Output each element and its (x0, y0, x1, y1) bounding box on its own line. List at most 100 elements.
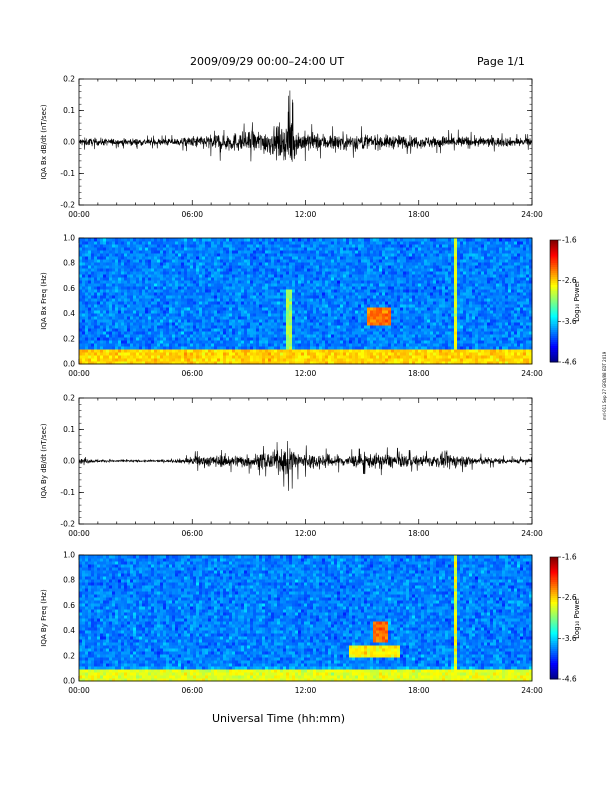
heatmap-cell (379, 340, 383, 344)
series-line (78, 90, 533, 162)
heatmap-cell (91, 268, 95, 272)
heatmap-cell (136, 271, 140, 275)
heatmap-cell (277, 316, 281, 320)
heatmap-cell (292, 346, 296, 350)
heatmap-cell (82, 277, 86, 281)
heatmap-cell (289, 340, 293, 344)
heatmap-cell (322, 304, 326, 308)
heatmap-cell (241, 301, 245, 305)
heatmap-cell (493, 340, 497, 344)
heatmap-cell (169, 316, 173, 320)
heatmap-cell (205, 310, 209, 314)
heatmap-cell (346, 301, 350, 305)
heatmap-cell (133, 295, 137, 299)
heatmap-cell (229, 292, 233, 296)
heatmap-cell (364, 319, 368, 323)
heatmap-cell (79, 271, 83, 275)
heatmap-cell (520, 274, 524, 278)
heatmap-cell (325, 298, 329, 302)
heatmap-cell (529, 346, 533, 350)
heatmap-cell (406, 346, 410, 350)
heatmap-cell (310, 310, 314, 314)
heatmap-cell (127, 304, 131, 308)
heatmap-cell (373, 337, 377, 341)
heatmap-cell (292, 337, 296, 341)
heatmap-cell (142, 280, 146, 284)
heatmap-cell (430, 352, 434, 356)
heatmap-cell (262, 274, 266, 278)
heatmap-cell (235, 280, 239, 284)
heatmap-cell (349, 280, 353, 284)
heatmap-cell (331, 334, 335, 338)
heatmap-cell (175, 286, 179, 290)
heatmap-cell (202, 307, 206, 311)
heatmap-cell (526, 277, 530, 281)
heatmap-cell (127, 331, 131, 335)
heatmap-cell (520, 361, 524, 365)
heatmap-cell (421, 298, 425, 302)
heatmap-cell (199, 292, 203, 296)
heatmap-cell (523, 298, 527, 302)
heatmap-cell (94, 325, 98, 329)
heatmap-cell (187, 337, 191, 341)
heatmap-cell (271, 331, 275, 335)
heatmap-cell (337, 289, 341, 293)
heatmap-cell (79, 310, 83, 314)
heatmap-cell (442, 292, 446, 296)
heatmap-cell (451, 301, 455, 305)
heatmap-cell (394, 298, 398, 302)
heatmap-cell (496, 283, 500, 287)
heatmap-cell (343, 283, 347, 287)
heatmap-cell (145, 268, 149, 272)
heatmap-cell (304, 280, 308, 284)
heatmap-cell (313, 352, 317, 356)
heatmap-cell (346, 283, 350, 287)
heatmap-cell (277, 340, 281, 344)
heatmap-cell (433, 328, 437, 332)
heatmap-cell (502, 361, 506, 365)
heatmap-cell (346, 325, 350, 329)
heatmap-cell (502, 283, 506, 287)
heatmap-cell (517, 289, 521, 293)
heatmap-cell (331, 346, 335, 350)
heatmap-cell (403, 334, 407, 338)
heatmap-cell (448, 271, 452, 275)
heatmap-cell (142, 310, 146, 314)
heatmap-cell (358, 334, 362, 338)
heatmap-cell (181, 322, 185, 326)
heatmap-cell (100, 304, 104, 308)
heatmap-cell (490, 346, 494, 350)
heatmap-cell (448, 352, 452, 356)
heatmap-cell (436, 334, 440, 338)
heatmap-cell (196, 280, 200, 284)
heatmap-cell (298, 334, 302, 338)
heatmap-cell (316, 277, 320, 281)
heatmap-cell (517, 331, 521, 335)
heatmap-cell (313, 325, 317, 329)
heatmap-cell (241, 277, 245, 281)
heatmap-cell (331, 292, 335, 296)
heatmap-cell (253, 277, 257, 281)
heatmap-cell (454, 307, 458, 311)
heatmap-cell (184, 358, 188, 362)
heatmap-cell (250, 283, 254, 287)
heatmap-cell (133, 277, 137, 281)
heatmap-cell (439, 328, 443, 332)
heatmap-cell (235, 331, 239, 335)
heatmap-cell (85, 298, 89, 302)
heatmap-cell (310, 304, 314, 308)
heatmap-cell (223, 322, 227, 326)
heatmap-cell (436, 355, 440, 359)
heatmap-cell (181, 277, 185, 281)
heatmap-cell (460, 343, 464, 347)
heatmap-cell (175, 355, 179, 359)
heatmap-cell (466, 298, 470, 302)
heatmap-cell (514, 331, 518, 335)
heatmap-cell (244, 307, 248, 311)
heatmap-cell (319, 307, 323, 311)
heatmap-cell (502, 277, 506, 281)
heatmap-cell (478, 355, 482, 359)
heatmap-cell (511, 310, 515, 314)
heatmap-cell (94, 322, 98, 326)
